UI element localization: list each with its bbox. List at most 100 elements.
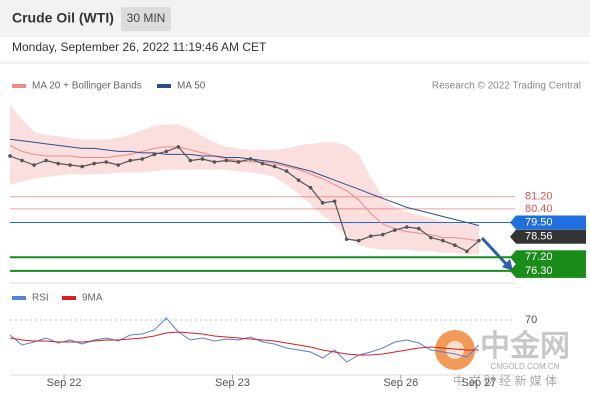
- bollinger-band: [322, 142, 335, 226]
- interval-badge[interactable]: [121, 7, 171, 31]
- series-line: [9, 331, 479, 356]
- bollinger-band: [214, 142, 227, 170]
- price-point: [368, 234, 373, 238]
- price-point: [56, 161, 60, 166]
- bollinger-band: [430, 217, 443, 253]
- price-point: [344, 237, 349, 241]
- bollinger-band: [298, 143, 311, 205]
- bollinger-band: [106, 137, 119, 175]
- legend-label: RSI: [32, 293, 49, 304]
- price-point: [320, 201, 325, 205]
- bollinger-band: [82, 139, 95, 175]
- level-label-pointer: [510, 250, 516, 265]
- price-point: [404, 225, 409, 229]
- x-tick-label: Sep 27: [461, 377, 496, 389]
- price-point: [140, 157, 145, 161]
- price-point: [116, 163, 121, 167]
- price-point: [248, 157, 253, 161]
- bollinger-band: [274, 148, 287, 185]
- level-label: 79.50: [525, 216, 553, 228]
- price-point: [284, 169, 289, 173]
- bollinger-band: [382, 196, 395, 250]
- bollinger-band: [142, 125, 155, 173]
- price-point: [441, 238, 445, 243]
- price-point: [236, 160, 241, 164]
- price-point: [68, 163, 72, 167]
- price-point: [272, 164, 277, 169]
- watermark-brand: 中金网: [480, 329, 570, 363]
- bollinger-band: [370, 177, 383, 250]
- level-label-pointer: [510, 263, 516, 278]
- bollinger-band: [358, 154, 371, 249]
- price-point: [212, 160, 217, 164]
- price-point: [92, 161, 96, 166]
- price-point: [429, 235, 433, 240]
- level-label: 78.56: [525, 231, 553, 243]
- price-line: [9, 146, 480, 252]
- bollinger-band: [178, 124, 191, 170]
- bollinger-band: [262, 149, 275, 178]
- price-point: [453, 243, 457, 247]
- price-point: [164, 149, 169, 154]
- price-point: [176, 145, 181, 149]
- price-point: [44, 158, 48, 163]
- bollinger-band: [130, 130, 143, 173]
- watermark-logo: [446, 341, 464, 359]
- interval[interactable]: 30 MIN: [127, 11, 166, 25]
- price-point: [224, 158, 229, 163]
- bollinger-band: [10, 104, 23, 185]
- series-line: [9, 144, 479, 242]
- level-label-pointer: [510, 215, 516, 230]
- legend-label: MA 50: [177, 81, 206, 92]
- bollinger-band: [94, 139, 107, 175]
- level-label-box: [516, 250, 586, 265]
- forecast-arrow: [480, 236, 510, 268]
- price-point: [188, 158, 193, 163]
- level-label: 81.20: [525, 191, 553, 203]
- series-line: [9, 138, 480, 226]
- level-label: 80.40: [525, 203, 553, 215]
- bollinger-band: [118, 134, 131, 173]
- bollinger-band: [226, 146, 239, 172]
- forecast-arrow-head: [502, 259, 513, 271]
- price-point: [152, 152, 157, 157]
- level-label-pointer: [510, 229, 516, 244]
- x-tick-label: Sep 23: [215, 377, 250, 389]
- bollinger-band: [466, 224, 479, 255]
- x-tick-label: Sep 26: [383, 377, 418, 389]
- legend-label: MA 20 + Bollinger Bands: [32, 81, 142, 92]
- price-point: [356, 238, 361, 243]
- price-point: [392, 228, 397, 232]
- legend-label: 9MA: [82, 293, 103, 304]
- price-point: [296, 178, 301, 182]
- timestamp: Monday, September 26, 2022 11:19:46 AM C…: [12, 40, 267, 54]
- bollinger-band: [22, 119, 35, 182]
- price-point: [128, 158, 133, 163]
- price-point: [332, 199, 337, 204]
- price-point: [8, 154, 12, 158]
- x-tick-label: Sep 22: [47, 377, 82, 389]
- title: Crude Oil (WTI): [12, 10, 114, 26]
- bollinger-band: [442, 220, 455, 253]
- price-point: [32, 163, 36, 167]
- level-label-box: [516, 263, 586, 278]
- bollinger-band: [406, 211, 419, 252]
- price-point: [308, 185, 313, 190]
- price-point: [465, 249, 469, 254]
- bollinger-band: [310, 142, 323, 215]
- bollinger-band: [286, 145, 299, 194]
- price-point: [380, 232, 385, 237]
- watermark-site: CNGOLD.COM.CN: [491, 362, 560, 371]
- header-bar: [0, 0, 590, 37]
- price-point: [260, 161, 265, 166]
- price-point: [20, 158, 24, 163]
- price-point: [417, 226, 421, 231]
- source: Research © 2022 Trading Central: [432, 81, 581, 92]
- price-point: [104, 160, 108, 164]
- bollinger-band: [190, 128, 203, 170]
- price-point: [200, 157, 205, 161]
- y-tick-label: 70: [525, 314, 537, 326]
- price-point: [80, 164, 84, 169]
